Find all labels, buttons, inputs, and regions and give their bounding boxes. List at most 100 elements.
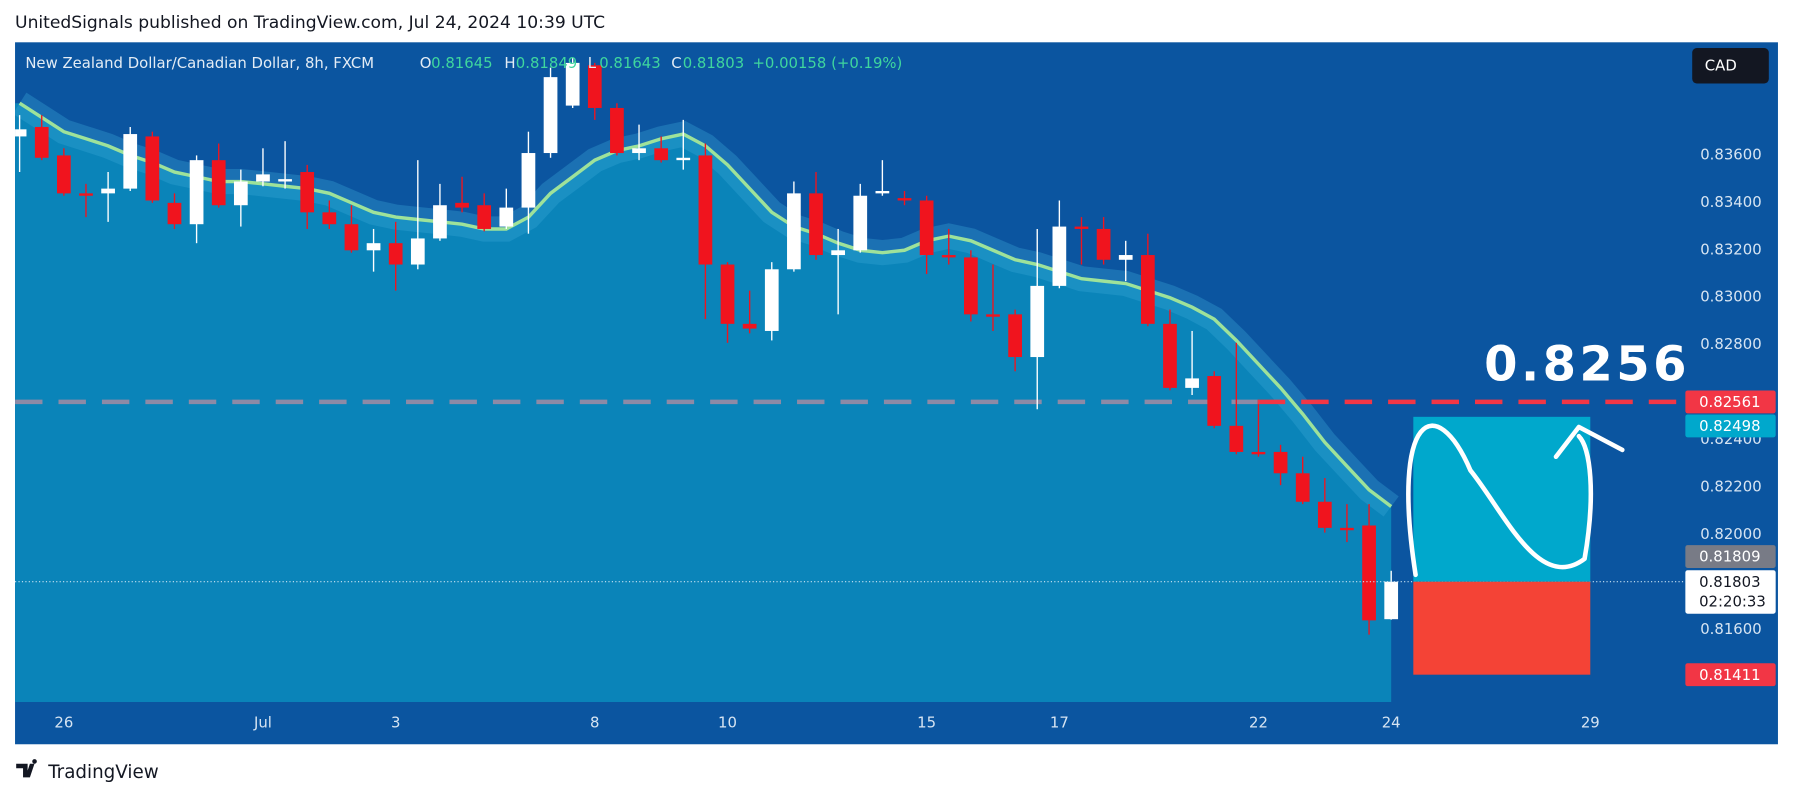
candle-body <box>543 77 558 154</box>
candle-body <box>455 202 469 208</box>
candle-body <box>1030 285 1045 358</box>
x-tick-label: 10 <box>718 714 737 732</box>
x-tick-label: 17 <box>1050 714 1069 732</box>
price-label: 0.81411 <box>1699 666 1760 684</box>
candle-body <box>410 238 425 265</box>
countdown: 02:20:33 <box>1699 592 1766 610</box>
price-label-box <box>1685 663 1776 687</box>
candle-body <box>388 243 403 265</box>
currency-label: CAD <box>1705 56 1737 74</box>
candle-body <box>521 153 536 208</box>
candle-body <box>189 160 204 225</box>
candle-body <box>764 269 779 331</box>
ema-area <box>15 103 1392 702</box>
candle-body <box>1207 376 1222 426</box>
candle-body <box>1273 451 1288 474</box>
header: UnitedSignals published on TradingView.c… <box>15 13 605 33</box>
candle-body <box>964 257 978 315</box>
candle-body <box>676 157 691 161</box>
y-tick-label: 0.83400 <box>1700 193 1761 211</box>
candle-body <box>1008 314 1022 358</box>
legend-letter: O <box>420 54 432 72</box>
legend-value: 0.81849 <box>516 54 577 72</box>
y-tick-label: 0.83000 <box>1700 288 1761 306</box>
candle-body <box>499 207 514 227</box>
candle-body <box>853 195 868 251</box>
candle-body <box>587 65 602 108</box>
candle-body <box>986 314 1000 317</box>
candle-body <box>233 181 248 206</box>
candle-body <box>1251 451 1266 455</box>
candle-body <box>742 323 757 329</box>
candle-body <box>1185 378 1199 388</box>
x-tick-label: 29 <box>1581 714 1600 732</box>
candle-body <box>1140 255 1155 324</box>
candle-body <box>322 212 337 225</box>
candle-body <box>278 179 292 182</box>
footer-logo <box>16 759 37 778</box>
price-label: 0.81809 <box>1699 548 1760 566</box>
candle-body <box>941 255 956 258</box>
chart-title: New Zealand Dollar/Canadian Dollar, 8h, … <box>25 54 374 72</box>
price-label-box <box>1685 414 1776 438</box>
candle-body <box>433 205 447 239</box>
x-tick-label: 22 <box>1249 714 1268 732</box>
candle-body <box>1163 323 1177 388</box>
candle-body <box>1074 226 1089 229</box>
y-tick-label: 0.82000 <box>1700 525 1761 543</box>
candle-body <box>1295 473 1310 502</box>
candle-body <box>15 129 27 137</box>
candle-body <box>1118 255 1133 260</box>
price-label: 0.82561 <box>1699 393 1760 411</box>
y-tick-label: 0.82200 <box>1700 478 1761 496</box>
legend-change: +0.00158 (+0.19%) <box>752 54 902 72</box>
price-label-box <box>1685 545 1776 568</box>
price-label: 0.82498 <box>1699 417 1760 435</box>
candle-body <box>919 200 934 256</box>
legend-value: 0.81803 <box>683 54 744 72</box>
candle-body <box>477 205 492 229</box>
candle-body <box>654 148 669 161</box>
annotation: 0.8256 <box>1484 337 1690 393</box>
candle-body <box>1362 525 1376 621</box>
plot-area <box>15 58 1399 702</box>
price-label-box <box>1685 390 1776 414</box>
currency-badge <box>1692 48 1769 84</box>
legend-letter: H <box>504 54 515 72</box>
candle-body <box>809 193 823 256</box>
candle-body <box>1384 581 1399 620</box>
candle-body <box>101 188 115 194</box>
x-tick-label: Jul <box>253 714 272 732</box>
x-tick-label: 24 <box>1382 714 1401 732</box>
y-tick-label: 0.83600 <box>1700 145 1761 163</box>
candle-body <box>875 190 890 194</box>
candle-body <box>565 62 580 106</box>
candle-body <box>256 174 270 182</box>
y-tick-label: 0.82800 <box>1700 335 1761 353</box>
legend-value: 0.81645 <box>431 54 492 72</box>
y-tick-label: 0.81600 <box>1700 620 1761 638</box>
candle-body <box>34 126 49 158</box>
x-tick-label: 15 <box>917 714 936 732</box>
legend-letter: C <box>671 54 681 72</box>
candle-body <box>632 148 646 154</box>
candle-body <box>123 134 138 189</box>
candle-body <box>167 202 182 225</box>
candle-body <box>344 224 359 251</box>
candle-body <box>897 198 912 201</box>
y-tick-label: 0.83200 <box>1700 240 1761 258</box>
candle-body <box>831 250 845 256</box>
footer-brand: TradingView <box>47 762 159 783</box>
candle-body <box>720 264 735 324</box>
legend-value: 0.81643 <box>599 54 660 72</box>
candle-body <box>1340 527 1354 531</box>
candle-body <box>1229 425 1244 452</box>
candle-body <box>145 136 160 201</box>
candle-body <box>366 243 381 251</box>
legend-letter: L <box>588 54 597 72</box>
candle-body <box>1052 226 1067 286</box>
price-label-box <box>1685 570 1776 614</box>
candle-body <box>56 155 71 194</box>
